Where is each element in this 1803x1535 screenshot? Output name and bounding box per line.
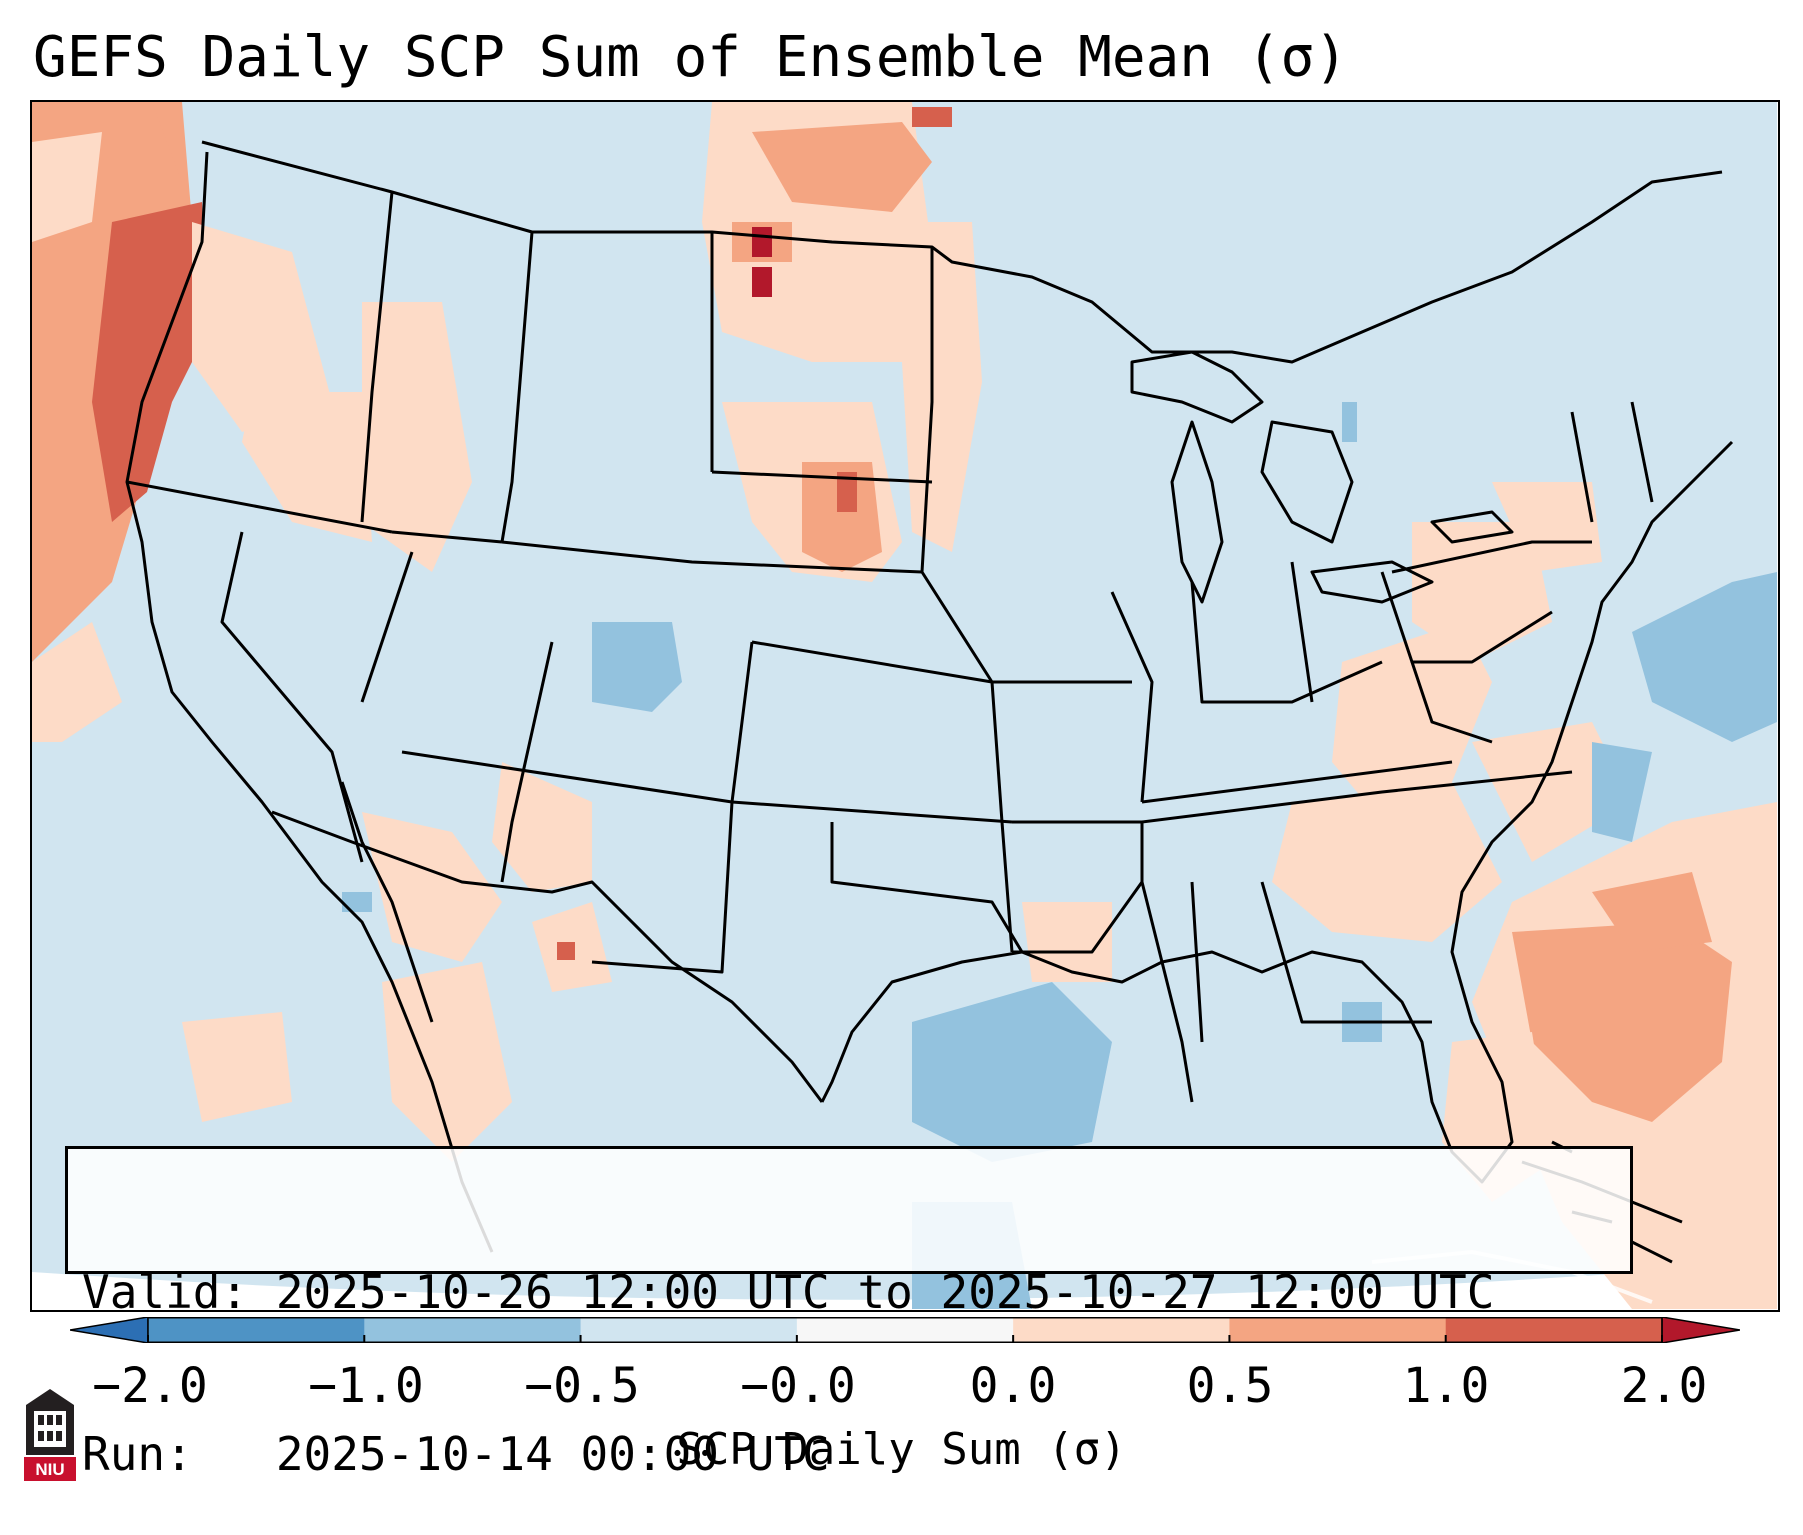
anomaly-region-new-england: [1492, 482, 1602, 572]
validity-info-box: Valid: 2025-10-26 12:00 UTC to 2025-10-2…: [65, 1146, 1633, 1481]
anomaly-region-gulf-blue: [912, 982, 1112, 1162]
niu-logo: NIU: [24, 1389, 76, 1481]
map-title: GEFS Daily SCP Sum of Ensemble Mean (σ): [33, 25, 1348, 90]
anomaly-region-atlantic-blue: [1632, 572, 1777, 742]
anomaly-region-pnw-coast: [92, 202, 207, 522]
anomaly-region-nd-max-b: [752, 267, 772, 297]
anomaly-region-nd-ne: [912, 107, 952, 127]
colorbar-tick-label: 0.5: [1186, 1358, 1274, 1414]
colorbar-tick-label: 0.0: [969, 1358, 1057, 1414]
anomaly-region-washington: [192, 222, 332, 432]
anomaly-region-ca-offshore: [32, 622, 122, 742]
anomaly-region-pennsylvania: [1412, 522, 1552, 662]
colorbar-tick-label: 2.0: [1620, 1358, 1708, 1414]
colorbar-tick-label: 1.0: [1402, 1358, 1490, 1414]
colorbar: [70, 1317, 1740, 1343]
anomaly-field: [32, 102, 1777, 1309]
anomaly-region-nm-max: [557, 942, 575, 960]
anomaly-region-pacific-sw: [182, 1012, 292, 1122]
anomaly-region-baja: [382, 962, 512, 1162]
colorbar-extend-low: [70, 1317, 149, 1343]
colorbar-bin: [580, 1317, 798, 1343]
anomaly-region-colorado-blue: [592, 622, 682, 712]
map-canvas: [32, 102, 1777, 1309]
colorbar-bin: [1229, 1317, 1447, 1343]
colorbar-tick-label: −1.0: [308, 1358, 424, 1414]
anomaly-region-nd-north: [752, 122, 932, 212]
domain-edge: [32, 1262, 1777, 1309]
colorbar-tick-label: −0.5: [524, 1358, 640, 1414]
anomaly-region-nebraska: [802, 462, 882, 572]
map-panel[interactable]: [30, 100, 1780, 1312]
colorbar-tick-label: −0.0: [740, 1358, 856, 1414]
anomaly-region-minnesota: [902, 222, 982, 552]
anomaly-region-atlantic-blue-b: [1592, 742, 1652, 842]
colorbar-label: SCP Daily Sum (σ): [676, 1424, 1127, 1475]
colorbar-frame: [147, 1317, 1663, 1343]
anomaly-region-atlantic-core-b: [1592, 872, 1712, 952]
colorbar-bin: [1013, 1317, 1230, 1343]
colorbar-bin: [796, 1317, 1014, 1343]
anomaly-region-atlantic-core: [1512, 922, 1732, 1122]
anomaly-region-gulf-ca-blue: [342, 892, 372, 912]
anomaly-region-carolinas: [1272, 782, 1502, 942]
anomaly-region-nd-max: [752, 227, 772, 257]
colorbar-bin: [364, 1317, 582, 1343]
colorbar-bin: [1445, 1317, 1663, 1343]
valid-time-line: Valid: 2025-10-26 12:00 UTC to 2025-10-2…: [82, 1265, 1495, 1319]
run-time-line: Run: 2025-10-14 00:00 UTC: [82, 1427, 830, 1481]
anomaly-region-oregon: [242, 392, 372, 542]
anomaly-region-michigan-blue: [1342, 402, 1357, 442]
anomaly-region-pnw-offshore-c: [32, 132, 102, 242]
colorbar-extend-high: [1661, 1317, 1740, 1343]
logo-text: NIU: [35, 1460, 64, 1479]
anomaly-region-idaho: [362, 302, 472, 572]
anomaly-region-arizona: [362, 812, 502, 962]
colorbar-tick-label: −2.0: [92, 1358, 208, 1414]
colorbar-bin: [148, 1317, 365, 1343]
anomaly-region-nebraska-max: [837, 472, 857, 512]
